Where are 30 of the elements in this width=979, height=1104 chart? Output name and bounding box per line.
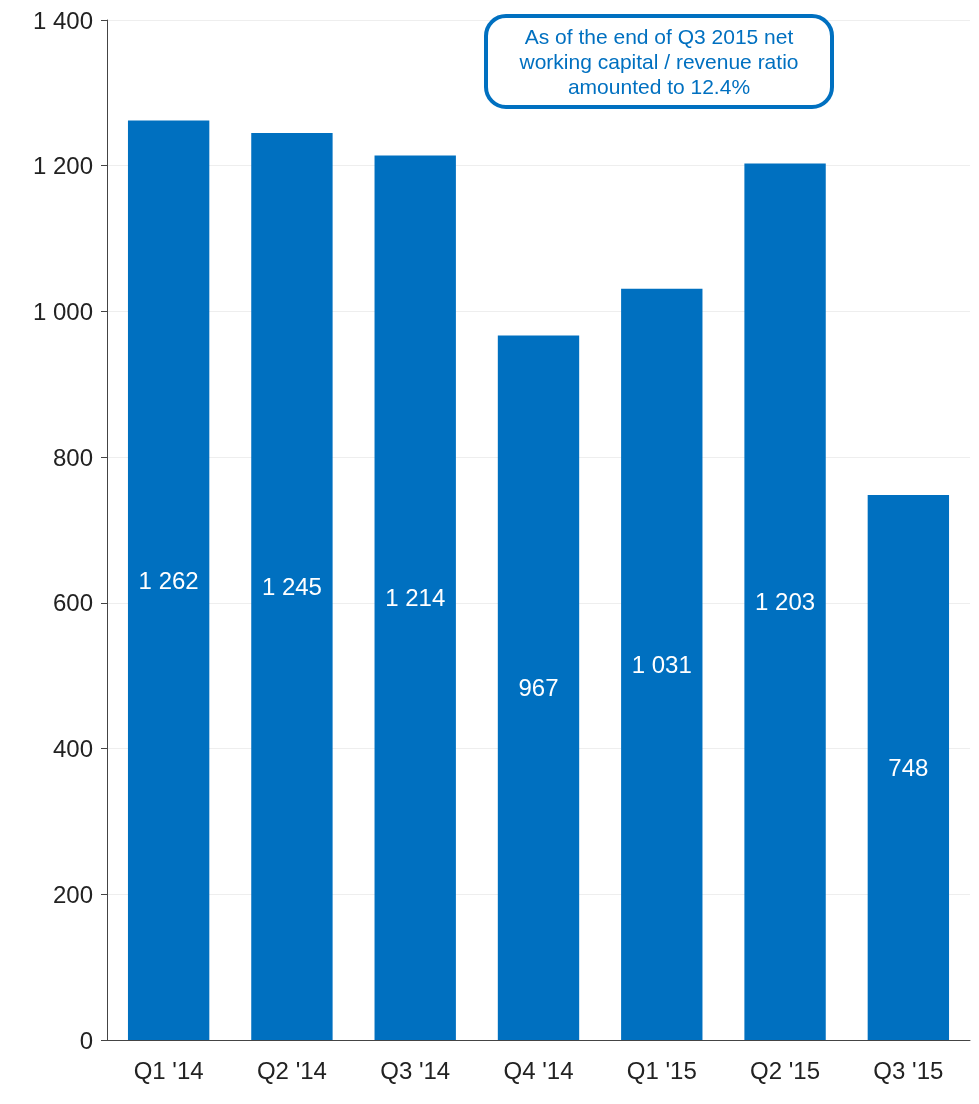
y-tick-label: 800 — [52, 443, 93, 471]
x-tick-label: Q3 '15 — [873, 1056, 944, 1084]
y-tick-label: 1 400 — [32, 6, 93, 34]
bar — [867, 495, 950, 1040]
data-label: 1 245 — [261, 572, 322, 600]
bar — [497, 335, 580, 1040]
y-tick-label: 1 000 — [32, 297, 93, 325]
y-tick-label: 1 200 — [32, 152, 93, 180]
data-label: 1 203 — [755, 588, 816, 616]
data-label: 967 — [518, 674, 559, 702]
x-tick-label: Q3 '14 — [380, 1056, 451, 1084]
y-tick-label: 400 — [52, 735, 93, 763]
x-tick-label: Q1 '15 — [626, 1056, 697, 1084]
data-label: 1 031 — [631, 650, 692, 678]
x-tick-label: Q1 '14 — [133, 1056, 204, 1084]
bar — [744, 163, 826, 1040]
bar — [374, 155, 456, 1040]
data-label: 748 — [888, 754, 929, 782]
bar — [127, 120, 210, 1040]
y-tick-label: 200 — [52, 880, 93, 908]
bar — [251, 132, 333, 1040]
x-tick-label: Q4 '14 — [503, 1056, 574, 1084]
x-tick-label: Q2 '14 — [256, 1056, 327, 1084]
data-label: 1 262 — [138, 566, 199, 594]
bar — [621, 288, 703, 1040]
data-label: 1 214 — [385, 584, 446, 612]
x-tick-label: Q2 '15 — [750, 1056, 821, 1084]
y-tick-label: 600 — [52, 589, 93, 617]
y-tick-label: 0 — [79, 1026, 93, 1054]
callout-box: As of the end of Q3 2015 net working capital / revenue ratio amounted to 12.4% — [484, 14, 834, 109]
